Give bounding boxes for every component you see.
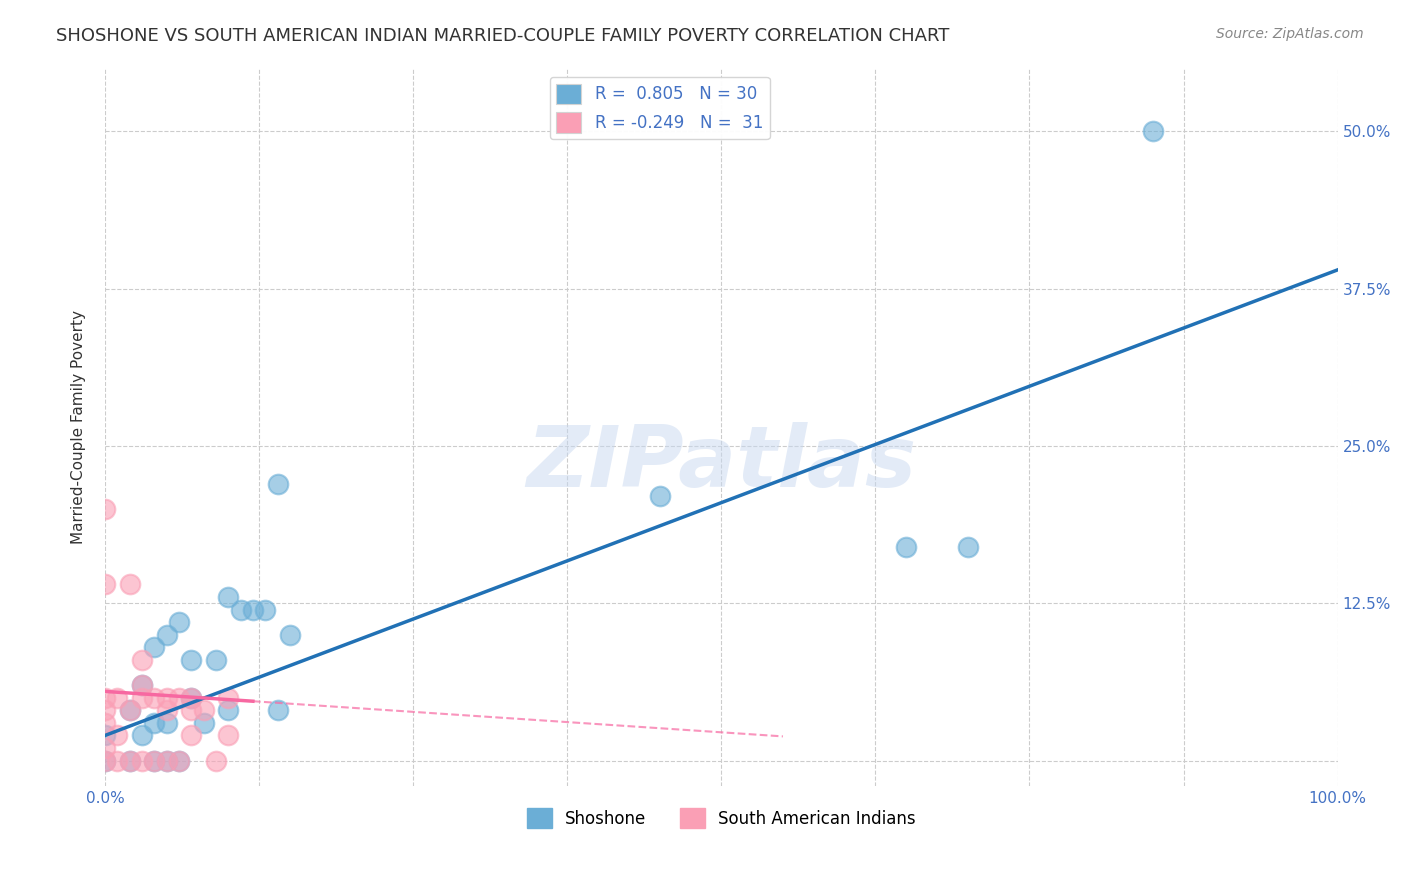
Point [156, 715, 179, 730]
Point [118, 754, 141, 768]
Point [156, 628, 179, 642]
Point [118, 703, 141, 717]
Text: Source: ZipAtlas.com: Source: ZipAtlas.com [1216, 27, 1364, 41]
Point [180, 728, 202, 742]
Point [180, 690, 202, 705]
Point [156, 754, 179, 768]
Point [167, 690, 190, 705]
Point [143, 754, 166, 768]
Point [1142, 124, 1164, 138]
Point [242, 602, 264, 616]
Point [167, 754, 190, 768]
Point [180, 653, 202, 667]
Point [143, 715, 166, 730]
Point [167, 615, 190, 630]
Point [896, 540, 918, 554]
Point [105, 690, 128, 705]
Point [205, 754, 228, 768]
Point [131, 678, 153, 692]
Point [94, 715, 117, 730]
Point [217, 728, 239, 742]
Point [131, 690, 153, 705]
Point [156, 690, 179, 705]
Point [131, 678, 153, 692]
Point [205, 653, 228, 667]
Point [229, 602, 252, 616]
Point [217, 703, 239, 717]
Point [180, 690, 202, 705]
Point [180, 703, 202, 717]
Point [956, 540, 979, 554]
Legend: Shoshone, South American Indians: Shoshone, South American Indians [520, 801, 922, 835]
Point [217, 590, 239, 604]
Point [266, 703, 288, 717]
Point [156, 703, 179, 717]
Y-axis label: Married-Couple Family Poverty: Married-Couple Family Poverty [72, 310, 86, 544]
Point [94, 754, 117, 768]
Point [131, 728, 153, 742]
Point [193, 703, 215, 717]
Point [131, 754, 153, 768]
Text: ZIPatlas: ZIPatlas [526, 422, 917, 505]
Point [266, 476, 288, 491]
Point [94, 690, 117, 705]
Point [94, 703, 117, 717]
Point [254, 602, 277, 616]
Point [94, 577, 117, 591]
Point [118, 754, 141, 768]
Point [118, 703, 141, 717]
Point [94, 728, 117, 742]
Point [156, 754, 179, 768]
Point [278, 628, 301, 642]
Point [94, 502, 117, 516]
Point [217, 690, 239, 705]
Point [94, 754, 117, 768]
Point [131, 653, 153, 667]
Point [94, 741, 117, 756]
Point [648, 489, 671, 503]
Point [143, 640, 166, 655]
Text: SHOSHONE VS SOUTH AMERICAN INDIAN MARRIED-COUPLE FAMILY POVERTY CORRELATION CHAR: SHOSHONE VS SOUTH AMERICAN INDIAN MARRIE… [56, 27, 949, 45]
Point [105, 728, 128, 742]
Point [193, 715, 215, 730]
Point [167, 754, 190, 768]
Point [143, 754, 166, 768]
Point [118, 577, 141, 591]
Point [143, 690, 166, 705]
Point [105, 754, 128, 768]
